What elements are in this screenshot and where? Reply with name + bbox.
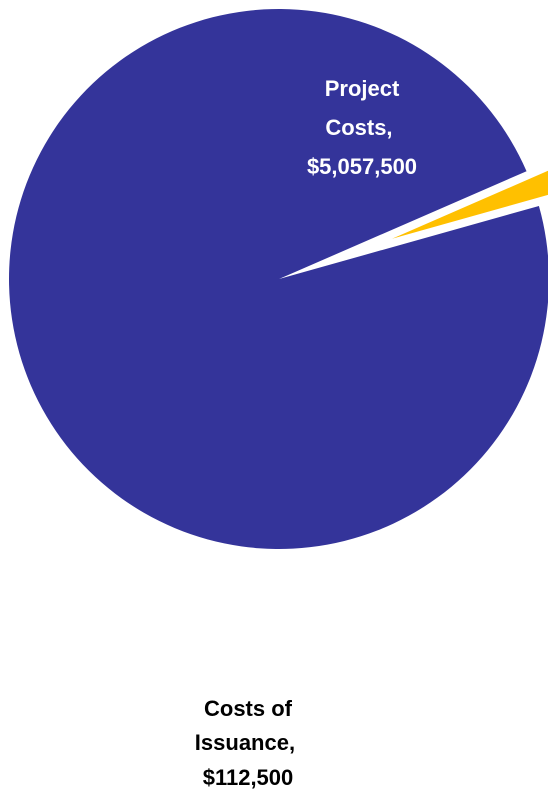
data-label-project-costs-name: Project <box>325 76 400 101</box>
data-label-costs-of-issuance-value: $112,500 <box>203 765 294 790</box>
pie-slice-costs-of-issuance <box>392 170 548 239</box>
data-label-costs-of-issuance: Costs of Issuance, $112,500 <box>195 696 301 790</box>
pie-slice-project-costs <box>9 9 548 549</box>
data-label-project-costs: Project Costs, $5,057,500 <box>307 76 417 179</box>
pie-slices <box>9 9 548 549</box>
data-label-costs-of-issuance-name: Costs of <box>204 696 293 721</box>
data-label-costs-of-issuance-comma: Issuance, <box>195 730 295 755</box>
data-label-project-costs-comma: Costs, <box>325 115 392 140</box>
data-label-project-costs-value: $5,057,500 <box>307 154 417 179</box>
